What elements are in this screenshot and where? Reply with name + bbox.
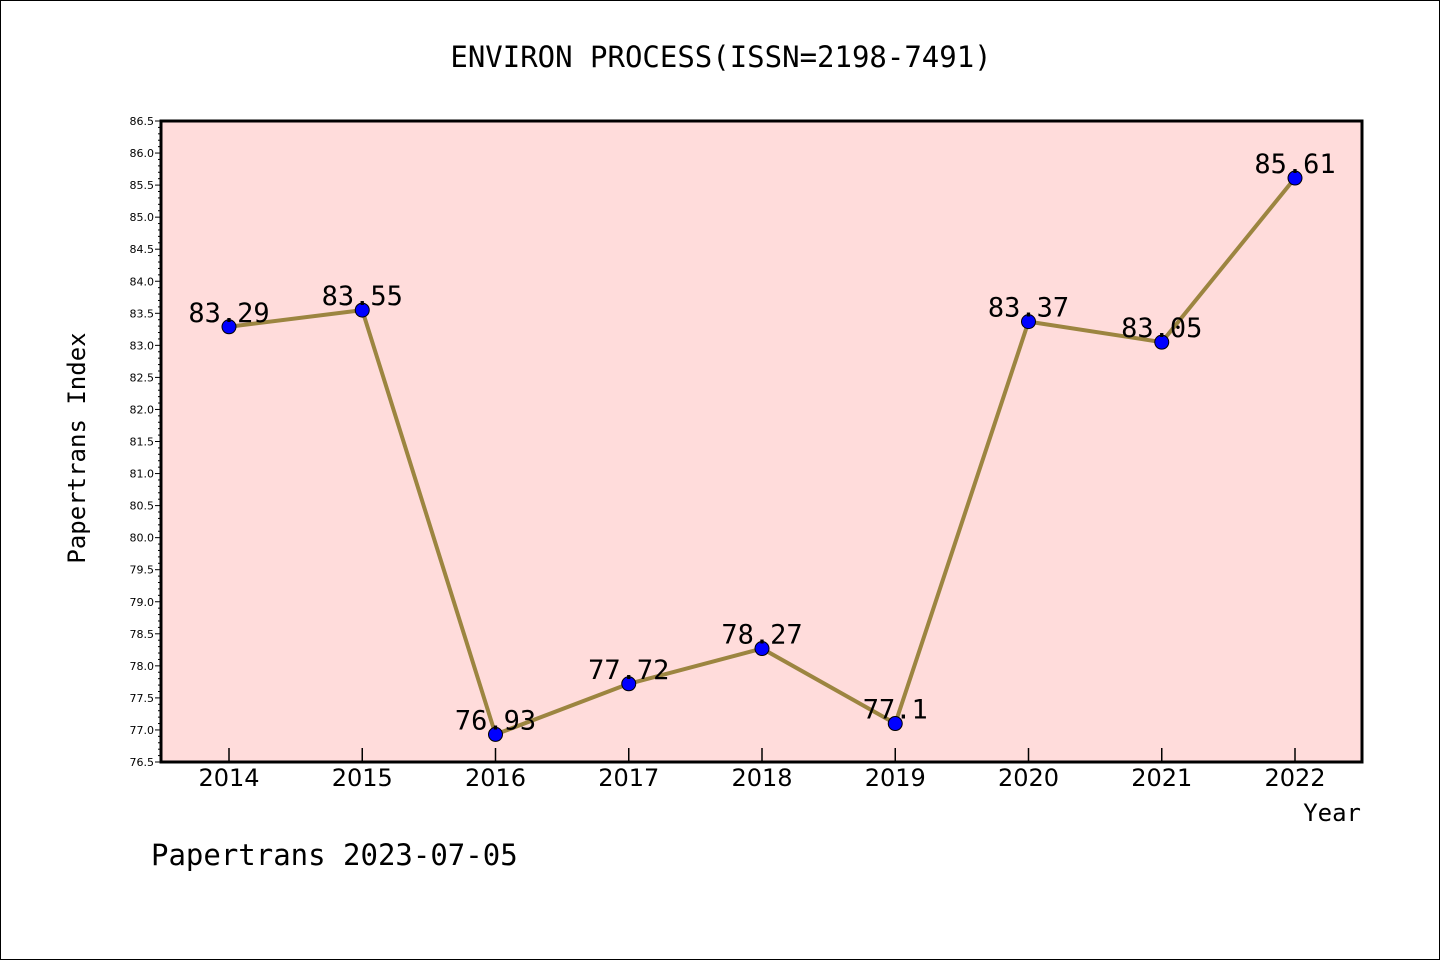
y-tick-label: 79.5: [130, 564, 155, 577]
y-tick-label: 83.0: [130, 339, 155, 352]
x-tick-label: 2014: [198, 764, 259, 792]
data-point: [887, 716, 903, 732]
y-tick-label: 85.5: [130, 179, 155, 192]
x-tick-label: 2020: [998, 764, 1059, 792]
data-point: [488, 726, 503, 742]
y-tick-label: 77.5: [130, 692, 155, 705]
data-label: 76.93: [455, 705, 536, 736]
x-tick-label: 2019: [865, 764, 926, 792]
x-tick-label: 2015: [332, 764, 393, 792]
data-point: [754, 641, 770, 657]
data-label: 83.37: [988, 293, 1069, 324]
y-tick-label: 83.5: [130, 307, 155, 320]
y-tick-label: 84.5: [130, 243, 155, 256]
y-tick-label: 86.0: [130, 147, 155, 160]
data-labels: 83.29 83.55 76.93 77.72 78.27 77.1 83.37 83.05 8…: [188, 149, 1335, 736]
y-tick-label: 84.0: [130, 275, 155, 288]
y-tick-label: 78.0: [130, 660, 155, 673]
data-label: 77.1: [863, 695, 928, 726]
data-point: [1154, 334, 1170, 350]
data-point: [1287, 170, 1303, 186]
data-label: 83.05: [1121, 313, 1202, 344]
y-tick-label: 80.5: [130, 500, 155, 513]
data-label: 85.61: [1254, 149, 1335, 180]
data-points: [221, 170, 1303, 742]
y-tick-label: 85.0: [130, 211, 155, 224]
y-tick-label: 78.5: [130, 628, 155, 641]
data-label: 78.27: [721, 620, 802, 651]
y-tick-label: 82.0: [130, 403, 155, 416]
y-tick-label: 77.0: [130, 724, 155, 737]
data-label: 83.55: [322, 281, 403, 312]
data-point: [621, 676, 637, 692]
y-tick-label: 81.5: [130, 436, 155, 449]
y-axis: 76.5 77.0 77.5 78.0 78.5 79.0 79.5 80.0 80.5 81.0…: [130, 115, 161, 769]
y-axis-label: Papertrans Index: [63, 332, 91, 563]
y-tick-label: 86.5: [130, 115, 155, 128]
x-tick-label: 2017: [598, 764, 659, 792]
chart-title: ENVIRON PROCESS(ISSN=2198-7491): [450, 40, 991, 74]
y-tick-label: 79.0: [130, 596, 155, 609]
y-tick-label: 82.5: [130, 371, 155, 384]
data-label: 83.29: [188, 298, 269, 329]
data-label: 77.72: [588, 655, 669, 686]
x-axis: 2014 2015 2016 2017 2018 2019 2020 2021 2022: [198, 748, 1326, 792]
y-tick-label: 80.0: [130, 532, 155, 545]
y-tick-label: 81.0: [130, 468, 155, 481]
y-tick-label: 76.5: [130, 756, 155, 769]
x-tick-label: 2022: [1264, 764, 1325, 792]
x-tick-label: 2016: [465, 764, 526, 792]
data-point: [354, 302, 370, 318]
x-axis-label: Year: [1303, 799, 1361, 827]
footer-watermark: Papertrans 2023-07-05: [151, 838, 518, 872]
plot-area: [159, 119, 1364, 764]
x-tick-label: 2018: [731, 764, 792, 792]
data-point: [221, 319, 237, 335]
x-tick-label: 2021: [1131, 764, 1192, 792]
data-point: [1021, 314, 1036, 330]
